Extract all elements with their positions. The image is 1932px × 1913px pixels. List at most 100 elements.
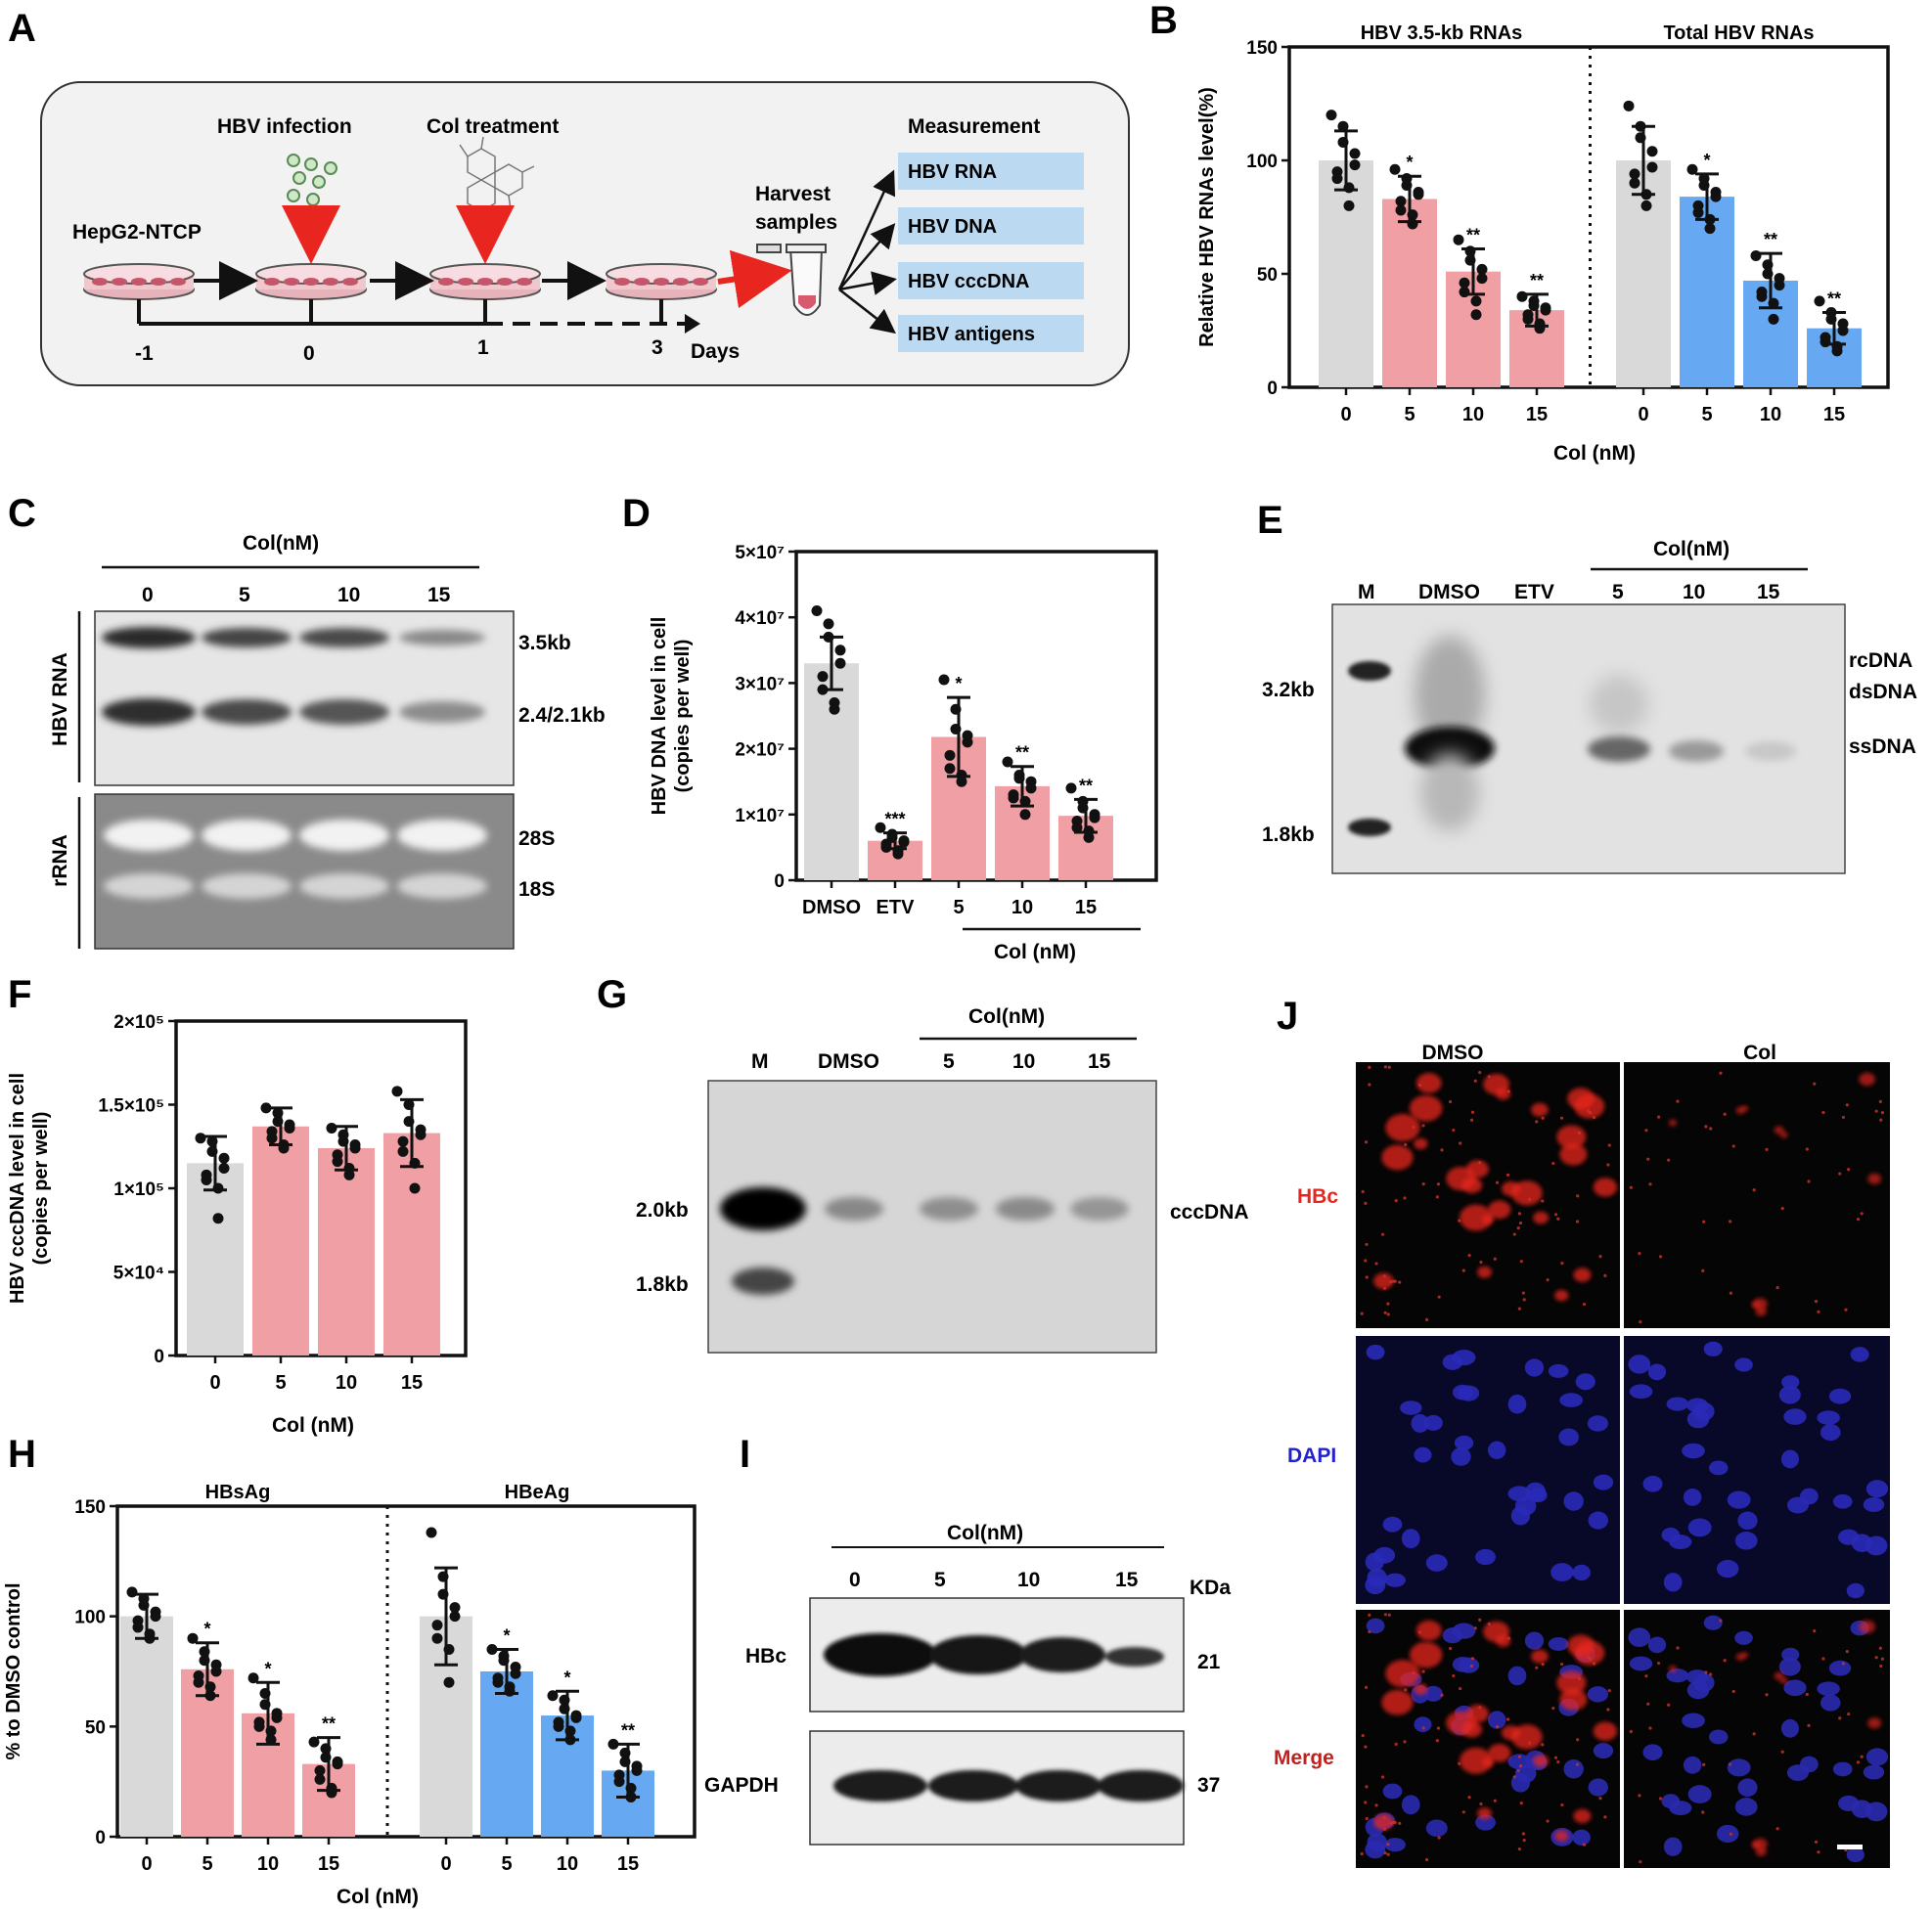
chart-H-point: [271, 1712, 283, 1723]
micro-nucleus: [1778, 1385, 1801, 1404]
chart-H-group-title: HBsAg: [205, 1482, 271, 1503]
micro-col-col: Col: [1743, 1042, 1776, 1064]
chart-B-group-title: HBV 3.5-kb RNAs: [1361, 22, 1523, 44]
chart-F-point: [343, 1169, 355, 1180]
micro-nucleus: [1514, 1763, 1537, 1783]
micro-nucleus: [1572, 1829, 1591, 1846]
micro-hbc-speck: [1723, 1112, 1727, 1116]
blot-g-lane-5: 5: [943, 1050, 955, 1073]
micro-hbc-speck: [1458, 1219, 1461, 1223]
chart-H-point: [210, 1666, 222, 1677]
micro-hbc-speck: [1559, 1662, 1564, 1667]
blot-i-kda-21: 21: [1197, 1651, 1221, 1673]
micro-nucleus: [1865, 1535, 1888, 1556]
blot-i: Col(nM) 0 5 10 15 KDa HBc GAPDH 21 37: [704, 1522, 1231, 1846]
chart-D-xtick-label: 15: [1075, 897, 1097, 918]
blot-e-rcdna: rcDNA: [1849, 649, 1912, 672]
blot-c-lane-0: 0: [142, 584, 154, 606]
chart-H-point: [553, 1720, 564, 1732]
chart-F-ytick-label: 1.5×10⁵: [98, 1096, 164, 1117]
chart-B-star: **: [1530, 271, 1544, 290]
chart-F-ytick-label: 0: [154, 1347, 164, 1367]
micro-hbc-signal: [1373, 1272, 1394, 1290]
micro-hbc-speck: [1361, 1189, 1365, 1194]
chart-D-point: [1071, 822, 1083, 833]
micro-hbc-speck: [1374, 1262, 1378, 1266]
micro-hbc-speck: [1517, 1755, 1522, 1758]
micro-hbc-speck: [1516, 1226, 1520, 1230]
chart-F-bar: [187, 1163, 244, 1356]
micro-hbc-speck: [1607, 1689, 1611, 1693]
blot-g-lane-dmso: DMSO: [818, 1050, 879, 1073]
chart-B-point: [1692, 206, 1704, 218]
micro-hbc-speck: [1478, 1161, 1482, 1165]
micro-hbc-speck: [1469, 1118, 1474, 1122]
micro-hbc-speck: [1606, 1163, 1610, 1167]
micro-nucleus: [1865, 1748, 1889, 1766]
chart-D-point: [962, 736, 973, 748]
micro-hbc-speck: [1478, 1618, 1482, 1622]
micro-hbc-speck: [1436, 1726, 1441, 1730]
chart-D-point: [1019, 809, 1031, 821]
micro-hbc-speck: [1517, 1307, 1521, 1311]
micro-hbc-signal: [1385, 1660, 1420, 1688]
micro-hbc-speck: [1704, 1125, 1708, 1129]
micro-nucleus: [1400, 1401, 1422, 1415]
chart-H-point: [443, 1676, 455, 1688]
micro-nucleus: [1709, 1460, 1729, 1476]
micro-hbc-speck: [1452, 1673, 1456, 1678]
micro-hbc-speck: [1435, 1739, 1439, 1743]
micro-hbc-signal: [1779, 1132, 1788, 1138]
chart-F-point: [326, 1122, 337, 1134]
chart-D-point: [1083, 831, 1095, 843]
micro-hbc-speck: [1386, 1312, 1390, 1316]
blot-i-gapdh-label: GAPDH: [704, 1774, 779, 1797]
micro-hbc-speck: [1421, 1726, 1425, 1730]
days-label: Days: [691, 340, 740, 363]
micro-hbc-speck: [1459, 1141, 1462, 1145]
micro-hbc-signal: [1556, 1670, 1587, 1695]
blot-e-lane-etv: ETV: [1514, 581, 1554, 603]
micro-nucleus: [1451, 1447, 1471, 1466]
micro-hbc-speck: [1364, 1685, 1369, 1689]
micro-hbc-signal: [1460, 1204, 1493, 1231]
blot-c-hbv-rna-label: HBV RNA: [49, 652, 71, 746]
micro-hbc-signal: [1774, 1126, 1784, 1134]
chart-F-point: [391, 1086, 403, 1097]
micro-hbc-speck: [1361, 1734, 1365, 1738]
chart-D-point: [875, 822, 886, 833]
chart-H-star: *: [563, 1668, 570, 1687]
micro-row-merge: Merge: [1274, 1747, 1334, 1769]
chart-B-point: [1646, 146, 1658, 157]
micro-hbc-speck: [1541, 1663, 1545, 1667]
micro-nucleus: [1865, 1802, 1888, 1822]
micro-hbc-speck: [1470, 1110, 1475, 1114]
chart-H-xtick-label: 15: [617, 1853, 639, 1875]
micro-hbc-speck: [1458, 1761, 1461, 1765]
micro-hbc-speck: [1860, 1755, 1864, 1758]
micro-hbc-speck: [1505, 1173, 1510, 1178]
dish-cell-2-3: [497, 278, 513, 286]
micro-nucleus: [1642, 1744, 1663, 1760]
chart-H-point: [132, 1622, 144, 1633]
micro-nucleus: [1425, 1554, 1448, 1572]
chart-F-bar: [318, 1147, 375, 1356]
chart-B-point: [1459, 277, 1470, 289]
micro-nucleus: [1628, 1627, 1651, 1647]
micro-hbc-speck: [1412, 1670, 1415, 1675]
micro-hbc-speck: [1382, 1827, 1387, 1832]
micro-hbc-speck: [1874, 1109, 1878, 1113]
micro-nucleus: [1780, 1718, 1800, 1738]
dish-cell-1-3: [323, 278, 338, 286]
hbv-infection-label: HBV infection: [217, 115, 352, 138]
micro-nucleus: [1703, 1615, 1723, 1630]
micro-nucleus: [1442, 1627, 1463, 1644]
chart-H-xlabel: Col (nM): [337, 1886, 419, 1908]
micro-hbc-speck: [1386, 1843, 1390, 1846]
micro-hbc-speck: [1646, 1157, 1650, 1161]
micro-hbc-speck: [1364, 1259, 1368, 1263]
chart-B-point: [1325, 110, 1337, 121]
measurement-box-3: [898, 315, 1084, 352]
chart-B-point: [1343, 200, 1355, 211]
blot-g-marker-2-0kb: 2.0kb: [636, 1199, 689, 1222]
